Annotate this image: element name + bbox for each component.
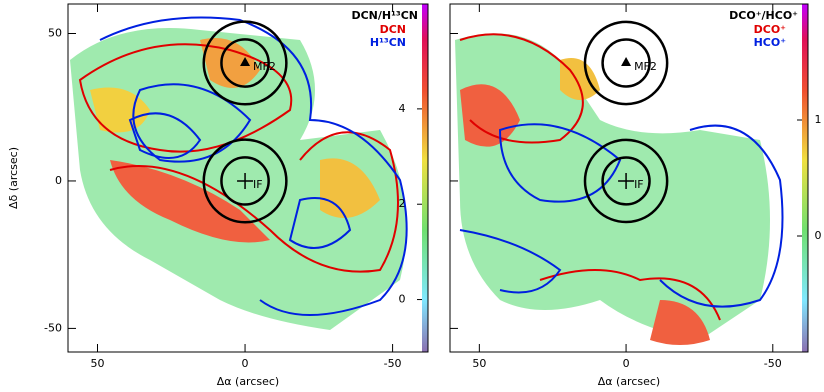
beam-circle <box>220 156 270 206</box>
colorbar-label: 1 <box>815 113 822 126</box>
beam-circle <box>601 156 651 206</box>
colorbar-label: 2 <box>399 197 406 210</box>
beam-circle <box>583 138 669 224</box>
y-axis-label: Δδ (arcsec) <box>7 147 20 209</box>
beam-circle <box>601 38 651 88</box>
colorbar-label: 0 <box>399 293 406 306</box>
colorbar <box>802 4 808 352</box>
x-tick-label: 0 <box>623 357 630 370</box>
plot-frame <box>449 3 809 353</box>
map-image <box>70 16 408 330</box>
x-tick-label: 50 <box>91 357 105 370</box>
source-marker <box>240 56 251 66</box>
x-axis-label: Δα (arcsec) <box>217 375 279 388</box>
colorbar-label: 4 <box>399 102 406 115</box>
legend-entry: HCO⁺ <box>754 36 787 49</box>
source-marker <box>237 172 254 189</box>
legend-title: DCN/H¹³CN <box>351 9 418 22</box>
beam-circle <box>583 20 669 106</box>
y-tick-label: 0 <box>55 174 62 187</box>
beam-circle <box>202 138 288 224</box>
x-tick-label: 50 <box>472 357 486 370</box>
map-image <box>455 33 784 345</box>
source-marker <box>621 56 632 66</box>
source-label: MF2 <box>634 60 657 73</box>
colorbar-label: 0 <box>815 229 822 242</box>
beam-circle <box>220 38 270 88</box>
x-tick-label: 0 <box>242 357 249 370</box>
legend-entry: DCO⁺ <box>754 23 787 36</box>
source-marker <box>618 172 635 189</box>
x-tick-label: -50 <box>764 357 782 370</box>
legend-entry: DCN <box>380 23 406 36</box>
legend-entry: H¹³CN <box>370 36 406 49</box>
x-tick-label: -50 <box>384 357 402 370</box>
y-tick-label: 50 <box>48 26 62 39</box>
source-label: IF <box>634 178 644 191</box>
beam-circle <box>202 20 288 106</box>
y-tick-label: -50 <box>44 321 62 334</box>
source-label: IF <box>253 178 263 191</box>
source-label: MF2 <box>253 60 276 73</box>
plot-frame <box>67 3 429 353</box>
legend-title: DCO⁺/HCO⁺ <box>729 9 798 22</box>
colorbar <box>422 4 428 352</box>
x-axis-label: Δα (arcsec) <box>598 375 660 388</box>
